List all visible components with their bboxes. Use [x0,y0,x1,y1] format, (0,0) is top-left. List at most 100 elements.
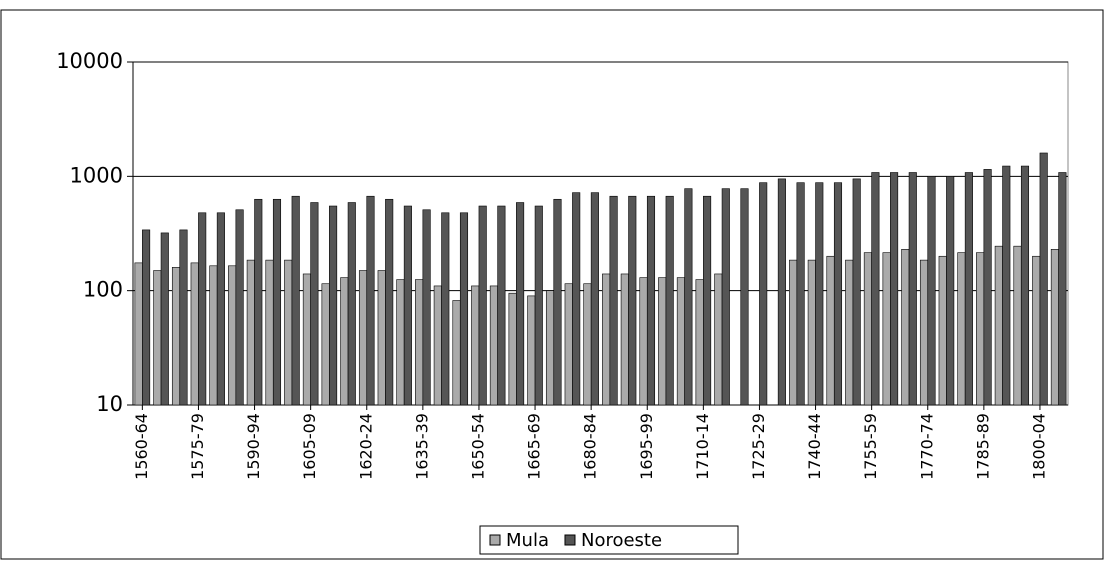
bar [433,285,442,406]
x-tick-label: 1560-64 [132,413,151,480]
bar [302,273,311,406]
x-tick-label: 1680-84 [581,413,600,480]
bar [919,259,929,406]
bar [545,290,555,406]
bar [1002,165,1011,406]
bar [377,270,386,406]
bar [347,202,356,406]
bar [489,285,498,406]
legend-label: Mula [506,530,549,551]
legend-box [479,525,739,555]
x-tick-label: 1635-39 [412,413,431,480]
bar [620,273,629,406]
bar [516,202,525,406]
x-tick-label: 1785-89 [973,413,992,480]
bar [403,205,412,406]
x-tick-label: 1575-79 [188,413,207,480]
frame [0,9,1104,560]
bar [863,252,872,406]
bar [833,182,843,406]
bar [695,279,704,406]
bar [553,198,562,406]
bar [471,285,480,406]
bar [358,270,368,406]
x-tick-label: 1665-69 [525,413,544,480]
bar [602,273,611,406]
bar [646,195,656,406]
bar [310,202,319,406]
bar [890,172,899,406]
y-tick-label: 10000 [56,49,123,73]
bar [1013,245,1022,406]
bar [228,265,237,406]
bar [254,198,263,406]
bar [938,255,947,406]
bar [235,209,244,406]
bar [759,182,768,406]
bar [142,229,151,406]
bar [1039,152,1048,406]
bar [396,279,405,406]
bar [901,249,910,406]
bar [272,198,282,406]
bar [265,259,274,406]
bar [609,195,618,406]
bar [452,300,461,406]
x-tick-label: 1770-74 [917,413,936,480]
bar [385,198,394,406]
bar [871,172,880,406]
x-tick-label: 1755-59 [861,413,880,480]
x-tick-label: 1620-24 [356,413,375,480]
bar [721,188,730,406]
bar [284,259,293,406]
bar [665,195,674,406]
x-tick-label: 1650-54 [468,413,487,480]
bar [415,279,424,406]
bar [676,277,685,406]
bar [198,212,207,406]
x-tick-label: 1800-04 [1029,413,1048,480]
x-tick-label: 1590-94 [244,413,263,480]
bar [497,205,506,406]
bar [216,212,225,406]
bar [527,295,536,406]
bar [422,209,431,406]
bar [329,205,338,406]
bar [826,255,835,406]
bar [882,252,891,406]
y-tick-label: 1000 [70,163,123,187]
bar [590,192,599,406]
bar [209,265,218,406]
bar [964,172,973,406]
x-tick-label: 1695-99 [637,413,656,480]
bar [957,252,966,406]
bar [789,259,798,406]
bar [983,169,992,406]
bar [807,259,816,406]
bar [1050,249,1059,406]
bar [564,283,573,406]
bar [815,182,824,406]
bar [134,262,143,406]
bar [1058,172,1067,406]
bar [190,262,199,406]
bar [908,172,917,406]
bar [246,259,255,406]
x-tick-label: 1740-44 [805,413,824,480]
bar [572,192,581,406]
bar [321,283,330,406]
bar [459,212,469,406]
x-tick-label: 1710-14 [693,413,712,480]
bar [946,176,955,406]
bar [714,273,723,406]
bar [703,195,712,406]
bar [852,178,861,406]
bar [478,205,487,406]
bar [291,195,300,406]
bar [160,232,169,406]
bar [628,195,637,406]
bar [179,229,188,406]
bar [658,277,667,406]
bar [534,205,543,406]
legend-label: Noroeste [581,530,662,551]
